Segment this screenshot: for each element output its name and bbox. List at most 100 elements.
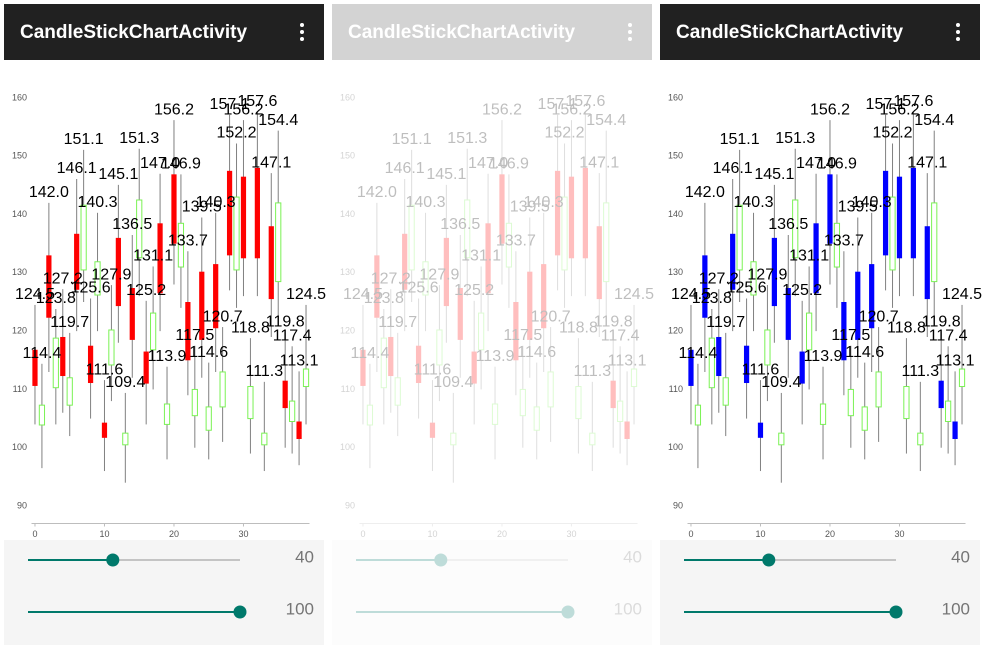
value-label: 118.8 [887, 319, 926, 336]
value-label: 133.7 [824, 233, 864, 250]
candle-body-decreasing [554, 170, 561, 256]
value-label: 114.4 [678, 345, 717, 362]
y-tick-label: 120 [668, 326, 683, 336]
candle-body-increasing [80, 204, 87, 271]
value-label: 147.1 [579, 154, 619, 171]
value-label: 120.7 [203, 308, 243, 325]
candle-body-decreasing [785, 288, 791, 340]
x-tick-label: 30 [894, 529, 904, 539]
phone-panel: CandleStickChartActivity9010011012013014… [332, 4, 654, 645]
value-label: 113.9 [804, 348, 843, 365]
overflow-menu[interactable] [956, 23, 960, 41]
x-tick-label: 20 [169, 529, 179, 539]
y-tick-label: 110 [341, 384, 355, 394]
panel-body: 90 100 110 120 130 140 150 160 0 10 20 30 124.5 114.4… [4, 60, 326, 645]
value-label: 156.2 [551, 101, 591, 118]
value-label: 154.4 [258, 112, 298, 129]
value-label: 157.6 [565, 93, 605, 110]
value-label: 125.6 [399, 280, 439, 297]
candle-body-increasing [380, 337, 387, 389]
value-label: 125.2 [782, 282, 822, 299]
seekbar-thumb [889, 605, 903, 619]
candle-body-decreasing [771, 237, 777, 307]
candle-body-decreasing [730, 233, 736, 290]
candle-body-decreasing [388, 336, 394, 377]
candle-body-increasing [233, 196, 240, 271]
candle-body-decreasing [882, 170, 889, 256]
candle-body-decreasing [841, 302, 847, 361]
value-label: 124.5 [671, 286, 711, 303]
menu-dot [956, 37, 960, 41]
value-label: 113.9 [476, 348, 515, 365]
value-label: 124.5 [942, 286, 982, 303]
value-label: 131.1 [789, 248, 829, 265]
value-label: 147.1 [251, 154, 291, 171]
value-label: 114.4 [350, 345, 389, 362]
value-label: 136.5 [440, 216, 480, 233]
candle-body-increasing [617, 400, 624, 422]
candle-body-decreasing [624, 421, 630, 439]
candle-body-increasing [505, 222, 513, 268]
value-label: 147.1 [907, 154, 947, 171]
seekbar [356, 553, 568, 567]
overflow-menu[interactable] [300, 23, 304, 41]
y-tick-label: 140 [340, 209, 355, 219]
value-label: 113.1 [608, 353, 647, 370]
candle-body-increasing [275, 202, 282, 283]
candle-body-increasing [108, 329, 115, 366]
candle-body-decreasing [213, 264, 219, 329]
chart-area [332, 60, 652, 540]
value-label: 124.5 [15, 286, 55, 303]
value-label: 157.1 [866, 96, 906, 113]
value-label: 139.5 [182, 199, 222, 216]
value-label: 120.7 [531, 308, 571, 325]
candle-body-increasing [394, 377, 401, 406]
y-tick-label: 140 [12, 209, 27, 219]
value-label: 114.4 [22, 345, 61, 362]
chart-area [4, 60, 324, 540]
candle-body-decreasing [129, 288, 135, 340]
value-label: 119.7 [50, 314, 89, 331]
value-label: 131.1 [461, 248, 501, 265]
value-label: 147.0 [796, 155, 836, 172]
overflow-menu[interactable] [628, 23, 632, 41]
candle-body-increasing [38, 404, 46, 426]
value-label: 118.8 [559, 319, 598, 336]
value-label: 151.3 [775, 130, 815, 147]
candle-body-increasing [247, 386, 254, 420]
value-label: 157.1 [210, 96, 250, 113]
value-label: 109.4 [105, 374, 145, 391]
value-label: 151.1 [392, 131, 432, 148]
value-label: 151.1 [720, 131, 760, 148]
value-label: 140.3 [734, 194, 774, 211]
x-tick-label: 0 [688, 529, 693, 539]
seekbar[interactable] [28, 605, 247, 619]
value-label: 117.4 [273, 328, 312, 345]
candle-body-decreasing [716, 336, 722, 377]
seekbar[interactable] [28, 553, 240, 567]
value-label: 119.8 [922, 314, 961, 331]
candle-body-decreasing [185, 302, 191, 361]
menu-dot [628, 23, 632, 27]
x-tick-label: 0 [32, 529, 37, 539]
value-label: 146.9 [161, 156, 201, 173]
candle-body-increasing [163, 403, 171, 425]
candle-body-increasing [889, 196, 896, 271]
candle-body-increasing [547, 371, 554, 408]
value-label: 154.4 [914, 112, 954, 129]
candle-body-decreasing [74, 233, 80, 290]
seekbar[interactable] [684, 605, 903, 619]
seekbar[interactable] [684, 553, 896, 567]
toolbar [4, 4, 324, 60]
candle-body-increasing [917, 432, 924, 446]
candle-body-decreasing [143, 351, 149, 384]
value-label: 146.9 [817, 156, 857, 173]
candle-body-increasing [205, 406, 212, 431]
candle-body-increasing [833, 222, 841, 268]
candle-body-increasing [491, 403, 499, 425]
value-label: 140.3 [852, 194, 892, 211]
seekbar-value: 40 [623, 547, 642, 566]
candle-body-increasing [478, 312, 485, 351]
value-label: 152.2 [873, 125, 913, 142]
